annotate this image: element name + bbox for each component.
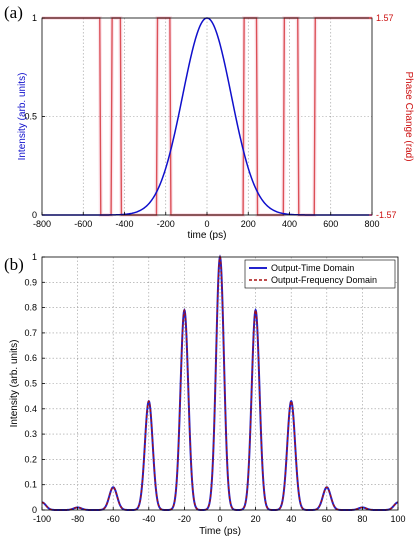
legend-entry-frequency-domain: Output-Frequency Domain [271,275,377,285]
panel-b-legend: Output-Time Domain Output-Frequency Doma… [244,259,396,289]
y-tick-label: 1 [32,252,37,262]
y-tick-label: 0.5 [24,379,37,389]
x-tick-label: -20 [178,514,191,524]
y-tick-label: 0 [32,505,37,515]
legend-entry-time-domain: Output-Time Domain [271,263,354,273]
panel-b-label: (b) [4,255,24,274]
x-tick-label: 800 [364,219,379,229]
x-tick-label: 0 [217,514,222,524]
x-tick-label: -60 [107,514,120,524]
x-tick-label: 100 [390,514,405,524]
y-tick-label: 0.4 [24,404,37,414]
x-tick-label: -400 [115,219,133,229]
y-tick-label: 0 [32,210,37,220]
panel-b-x-axis-label: Time (ps) [199,526,241,537]
legend-box [244,259,396,289]
y-tick-label: 0.3 [24,429,37,439]
x-tick-label: 60 [322,514,332,524]
panel-a-y-axis-label: Intensity (arb. units) [17,73,28,161]
panel-b-chart: (b) -100 -80 -60 -40 -20 0 20 40 60 80 100 0 0.1 0.2… [4,252,406,537]
panel-a-y-ticks: 00.51 [24,13,45,220]
x-tick-label: 20 [251,514,261,524]
panel-b-y-axis-label: Intensity (arb. units) [9,340,20,428]
panel-a-label: (a) [4,3,23,22]
y-right-tick-label: 1.57 [376,13,394,23]
panel-a-y-ticks-right: -1.57 1.57 [369,13,397,220]
panel-b-x-ticks: -100 -80 -60 -40 -20 0 20 40 60 80 100 [33,507,406,524]
x-tick-label: -100 [33,514,51,524]
x-tick-label: 200 [241,219,256,229]
x-tick-label: -40 [142,514,155,524]
panel-a-grid [42,18,372,215]
x-tick-label: 400 [282,219,297,229]
x-tick-label: 0 [204,219,209,229]
x-tick-label: -600 [74,219,92,229]
x-tick-label: 40 [286,514,296,524]
x-tick-label: -200 [157,219,175,229]
panel-a-chart: (a) -800 -600 -400 -200 0 200 400 600 800 00.51 … [4,3,414,241]
y-tick-label: 0.8 [24,303,37,313]
x-tick-label: -800 [33,219,51,229]
y-tick-label: 0.5 [24,112,37,122]
y-tick-label: 0.1 [24,480,37,490]
y-tick-label: 1 [32,13,37,23]
panel-b-grid [42,257,398,510]
y-tick-label: 0.9 [24,277,37,287]
x-tick-label: 80 [357,514,367,524]
y-tick-label: 0.7 [24,328,37,338]
x-tick-label: 600 [323,219,338,229]
y-tick-label: 0.6 [24,353,37,363]
y-right-tick-label: -1.57 [376,210,397,220]
y-tick-label: 0.2 [24,454,37,464]
x-tick-label: -80 [71,514,84,524]
panel-a-x-axis-label: time (ps) [188,230,227,241]
panel-a-y-axis-label-right: Phase Change (rad) [403,71,414,161]
panel-a-x-ticks: -800 -600 -400 -200 0 200 400 600 800 [33,212,380,229]
panel-b-y-ticks: 0 0.1 0.2 0.3 0.4 0.5 0.6 0.7 0.8 0.9 1 [24,252,45,515]
